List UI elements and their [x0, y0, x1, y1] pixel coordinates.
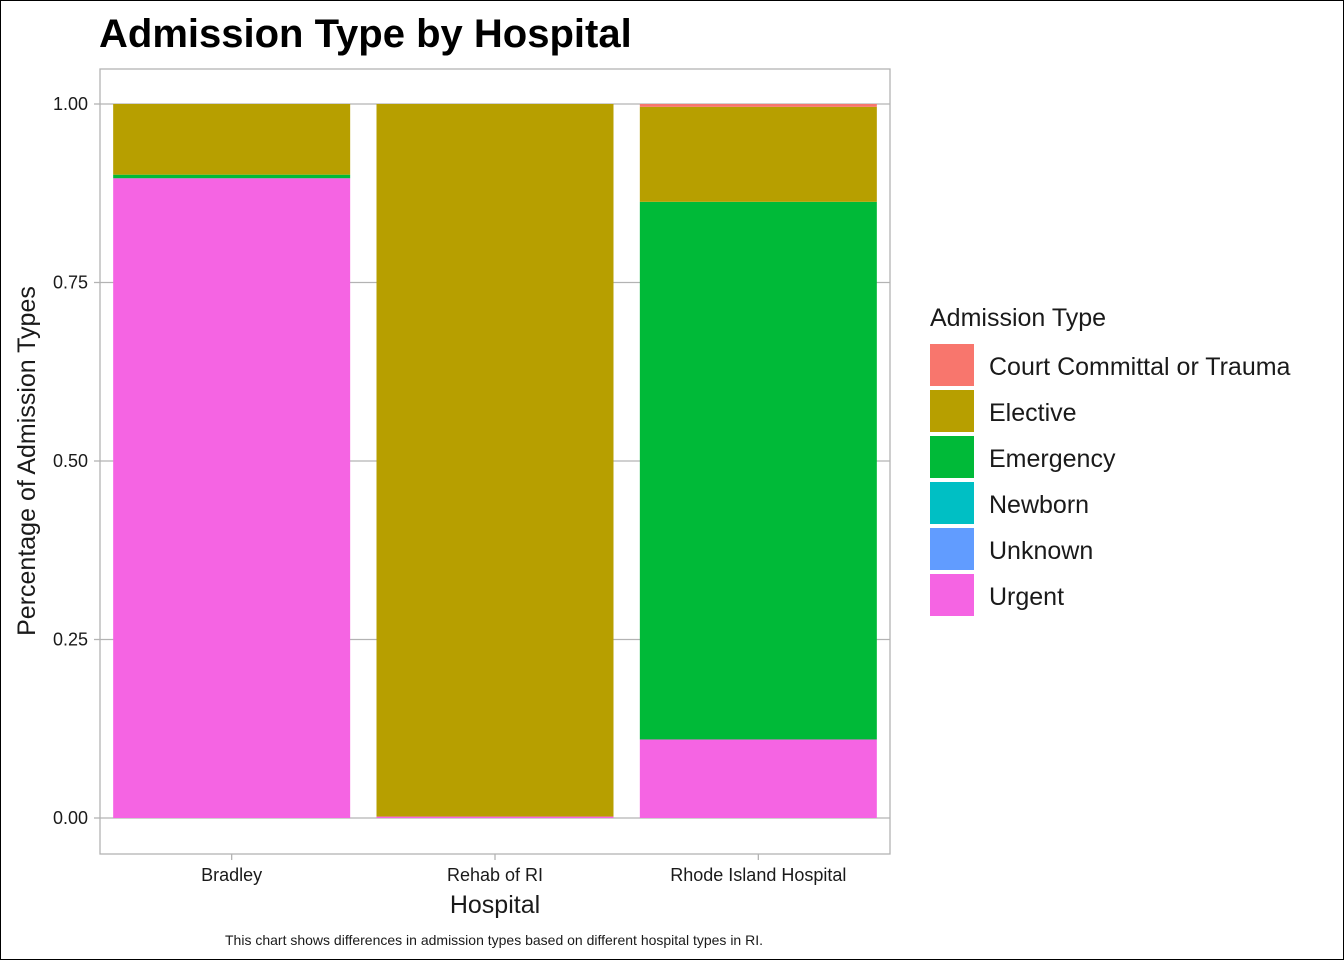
bar-segment [639, 739, 877, 818]
bars [113, 104, 877, 819]
legend-label: Emergency [989, 445, 1116, 473]
legend-key [930, 344, 974, 386]
x-axis-title: Hospital [450, 891, 540, 919]
legend-key [930, 436, 974, 478]
legend-key [930, 528, 974, 570]
bar-segment [639, 104, 877, 107]
legend: Admission Type Court Committal or Trauma… [930, 304, 1291, 616]
bar-segment [639, 106, 877, 202]
bar-segment [113, 174, 351, 179]
bar-segment [376, 816, 614, 818]
x-tick-label: Rehab of RI [447, 865, 543, 885]
y-axis: 0.00 0.25 0.50 0.75 1.00 [53, 94, 100, 828]
x-tick-label: Bradley [201, 865, 262, 885]
legend-key [930, 390, 974, 432]
y-tick-label: 0.50 [53, 451, 88, 471]
y-tick-label: 0.25 [53, 630, 88, 650]
legend-title: Admission Type [930, 304, 1106, 332]
bar-segment [113, 104, 351, 175]
legend-label: Court Committal or Trauma [989, 353, 1291, 381]
legend-key [930, 574, 974, 616]
bar-segment [376, 104, 614, 817]
legend-label: Elective [989, 399, 1077, 427]
x-tick-label: Rhode Island Hospital [670, 865, 846, 885]
bar-segment [639, 201, 877, 740]
chart-title: Admission Type by Hospital [99, 12, 632, 56]
legend-label: Unknown [989, 537, 1093, 565]
y-tick-label: 0.75 [53, 273, 88, 293]
y-tick-label: 0.00 [53, 808, 88, 828]
legend-label: Newborn [989, 491, 1089, 519]
legend-key [930, 482, 974, 524]
x-axis: Bradley Rehab of RI Rhode Island Hospital [201, 854, 846, 885]
legend-label: Urgent [989, 583, 1064, 611]
y-axis-title: Percentage of Admission Types [13, 286, 41, 636]
chart-caption: This chart shows differences in admissio… [225, 932, 763, 948]
bar-segment [113, 178, 351, 819]
y-tick-label: 1.00 [53, 94, 88, 114]
